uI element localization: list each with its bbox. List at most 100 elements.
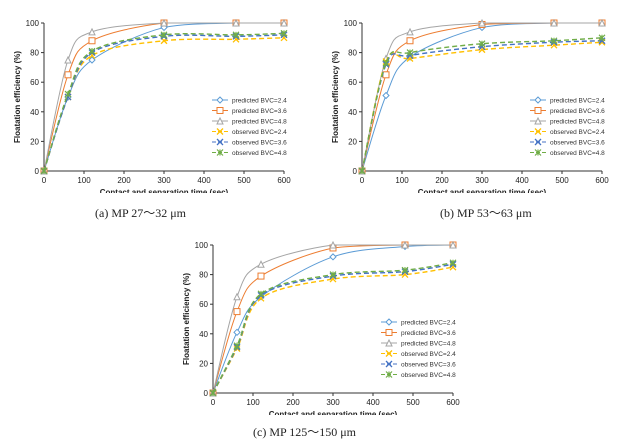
x-tick-label: 600 — [595, 176, 609, 185]
x-tick-label: 200 — [286, 398, 300, 407]
y-tick-label: 40 — [348, 108, 357, 117]
data-point — [160, 31, 168, 39]
legend-marker — [385, 338, 393, 347]
data-point — [88, 56, 96, 64]
data-point — [449, 240, 457, 249]
data-point — [280, 18, 288, 27]
x-tick-label: 600 — [446, 398, 460, 407]
data-point — [382, 71, 390, 79]
legend-marker — [216, 128, 224, 135]
data-point — [598, 34, 606, 42]
data-point — [257, 272, 265, 280]
legend-marker — [534, 107, 542, 114]
x-tick-label: 0 — [360, 176, 365, 185]
y-tick-label: 100 — [344, 19, 358, 28]
series-line — [212, 262, 454, 394]
data-point — [233, 342, 241, 350]
data-point — [280, 29, 288, 37]
data-point — [329, 253, 337, 261]
legend: predicted BVC=2.4 predicted BVC=3.6 predic… — [530, 96, 605, 157]
y-tick-label: 80 — [199, 271, 208, 280]
legend-label: observed BVC=2.4 — [232, 129, 287, 136]
x-tick-label: 400 — [515, 176, 529, 185]
y-tick-label: 60 — [199, 300, 208, 309]
caption-c: (c) MP 125～150 μm — [253, 425, 356, 439]
data-point — [382, 91, 390, 100]
legend-marker — [534, 149, 542, 156]
data-point — [88, 27, 96, 36]
data-point — [233, 308, 241, 316]
x-tick-label: 200 — [117, 176, 131, 185]
y-tick-label: 80 — [30, 49, 39, 58]
legend-marker — [534, 96, 542, 104]
y-tick-label: 40 — [199, 330, 208, 339]
data-point — [232, 18, 240, 27]
data-point — [64, 55, 72, 64]
x-tick-label: 0 — [211, 398, 216, 407]
legend-label: predicted BVC=3.6 — [401, 330, 456, 337]
legend-label: observed BVC=2.4 — [401, 351, 456, 358]
y-tick-label: 20 — [348, 137, 357, 146]
chart-panel-b: 0 20 40 60 80 100 0 100 200 300 400 500 600 Contact a… — [320, 8, 620, 197]
data-point — [257, 260, 265, 268]
data-point — [233, 328, 241, 337]
legend-label: observed BVC=4.8 — [232, 150, 287, 157]
x-tick-label: 100 — [246, 398, 260, 407]
x-tick-label: 0 — [42, 176, 47, 185]
x-tick-label: 600 — [277, 176, 291, 185]
data-point — [88, 37, 96, 45]
x-tick-label: 300 — [157, 176, 171, 185]
y-tick-label: 20 — [30, 137, 39, 146]
data-point — [209, 389, 217, 397]
y-tick-label: 100 — [26, 19, 40, 28]
data-point — [329, 271, 337, 279]
legend-label: predicted BVC=2.4 — [232, 98, 287, 105]
chart-c: 0 20 40 60 80 100 0 100 200 300 400 500 600 Contact a… — [182, 240, 460, 419]
legend-label: predicted BVC=2.4 — [401, 320, 456, 327]
data-point — [232, 31, 240, 39]
y-tick-label: 0 — [204, 389, 209, 398]
data-point — [64, 71, 72, 79]
legend-marker — [216, 107, 224, 114]
legend-marker — [534, 128, 542, 135]
chart-b: 0 20 40 60 80 100 0 100 200 300 400 500 600 Contact a… — [331, 18, 609, 197]
legend-label: observed BVC=4.8 — [550, 150, 605, 157]
caption-b: (b) MP 53～63 μm — [440, 206, 532, 220]
legend-label: predicted BVC=3.6 — [550, 108, 605, 115]
data-point — [550, 37, 558, 45]
data-point — [449, 259, 457, 267]
data-point — [406, 49, 414, 57]
data-point — [406, 37, 414, 45]
data-point — [88, 47, 96, 55]
x-tick-label: 300 — [326, 398, 340, 407]
legend-label: observed BVC=3.6 — [232, 140, 287, 147]
caption-a: (a) MP 27～32 μm — [95, 206, 186, 220]
legend-label: observed BVC=2.4 — [550, 129, 605, 136]
legend-marker — [534, 116, 542, 125]
data-point — [598, 18, 606, 27]
legend: predicted BVC=2.4 predicted BVC=3.6 predic… — [381, 318, 456, 379]
data-point — [550, 18, 558, 27]
data-point — [406, 27, 414, 36]
data-point — [478, 46, 486, 54]
y-axis-label: Floatation efficiency (%) — [13, 51, 22, 143]
data-point — [401, 240, 409, 249]
data-point — [358, 167, 366, 175]
data-point — [478, 18, 486, 27]
legend-label: observed BVC=3.6 — [550, 140, 605, 147]
legend-marker — [385, 329, 393, 336]
legend-label: predicted BVC=4.8 — [550, 119, 605, 126]
x-tick-label: 400 — [366, 398, 380, 407]
legend-marker — [216, 138, 224, 146]
data-point — [401, 266, 409, 274]
x-tick-label: 400 — [197, 176, 211, 185]
chart-panel-c: 0 20 40 60 80 100 0 100 200 300 400 500 600 Contact a… — [171, 230, 471, 419]
x-tick-label: 100 — [77, 176, 91, 185]
legend-label: observed BVC=4.8 — [401, 372, 456, 379]
y-tick-label: 20 — [199, 359, 208, 368]
x-axis-label: Contact and separation time (sec) — [100, 188, 229, 193]
data-point — [382, 59, 390, 67]
data-point — [64, 90, 72, 98]
x-tick-label: 500 — [237, 176, 251, 185]
legend-marker — [385, 350, 393, 357]
